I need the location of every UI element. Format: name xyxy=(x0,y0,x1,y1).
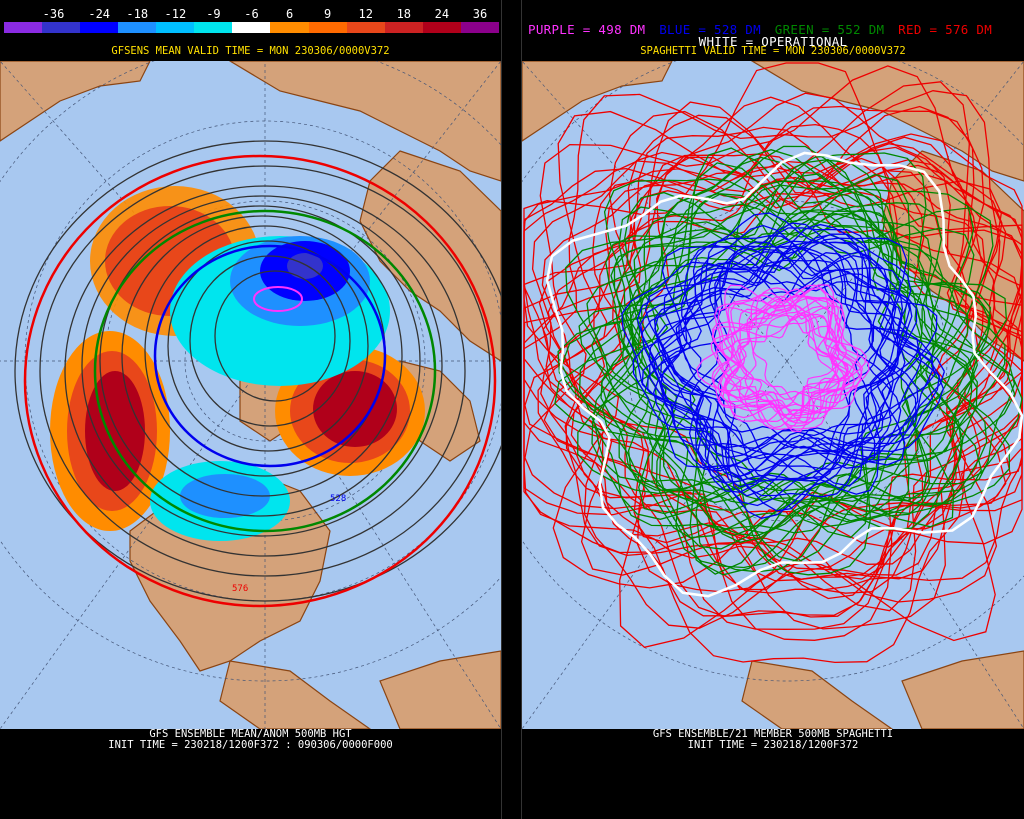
colorbar-swatch xyxy=(270,22,309,33)
spaghetti-member-contour xyxy=(662,248,946,495)
spaghetti-member-contour xyxy=(628,217,934,504)
spaghetti-member-contour xyxy=(641,223,938,497)
spaghetti-member-contour xyxy=(660,224,906,449)
colorbar-label: -24 xyxy=(88,7,111,21)
spaghetti-member-contour xyxy=(689,265,911,469)
legend-purple: PURPLE = 498 DM xyxy=(528,22,646,37)
colorbar-swatch xyxy=(232,22,271,33)
spaghetti-member-contour xyxy=(605,158,992,528)
legend-white: WHITE = OPERATIONAL xyxy=(698,34,848,49)
spaghetti-member-contour xyxy=(632,245,922,512)
spaghetti-member-contour xyxy=(727,311,849,427)
mean-valid-time: GFSENS MEAN VALID TIME = MON 230306/0000… xyxy=(111,45,390,57)
colorbar-swatch xyxy=(384,22,423,33)
spaghetti-member-contour xyxy=(541,159,1023,594)
spaghetti-contours xyxy=(523,62,1024,664)
spaghetti-member-contour xyxy=(592,149,1016,537)
anomaly-colorbar xyxy=(4,22,499,33)
colorbar-label: -9 xyxy=(206,7,221,21)
colorbar-label: -12 xyxy=(164,7,187,21)
colorbar-label: -36 xyxy=(42,7,65,21)
spaghetti-member-contour xyxy=(621,233,912,498)
spaghetti-member-contour xyxy=(653,212,934,472)
spaghetti-member-contour xyxy=(694,267,902,459)
mean-footer-init: INIT TIME = 230218/1200F372 : 090306/000… xyxy=(108,739,393,751)
legend-red: RED = 576 DM xyxy=(898,22,993,37)
mean-footer-title: GFS ENSEMBLE MEAN/ANOM 500MB HGT xyxy=(149,728,352,740)
colorbar-label: 9 xyxy=(324,7,332,21)
spaghetti-member-contour xyxy=(523,62,1023,603)
spaghetti-member-contour xyxy=(737,314,850,423)
spaghetti-member-contour xyxy=(715,297,841,420)
spaghetti-member-contour xyxy=(711,298,840,414)
spaghetti-member-contour xyxy=(577,173,1016,576)
spaghetti-member-contour xyxy=(542,156,1010,548)
spaghetti-member-contour xyxy=(663,262,918,482)
spaghetti-footer: GFS ENSEMBLE/21 MEMBER 500MB SPAGHETTI I… xyxy=(522,729,1024,819)
anomaly-shading xyxy=(50,186,425,541)
spaghetti-member-contour xyxy=(724,297,870,430)
colorbar-label: 12 xyxy=(358,7,373,21)
spaghetti-member-contour xyxy=(641,240,944,519)
spaghetti-member-contour xyxy=(648,222,895,449)
ensemble-mean-map: 528 576 xyxy=(0,61,501,729)
spaghetti-member-contour xyxy=(714,295,847,419)
spaghetti-member-contour xyxy=(545,151,1024,598)
panel-divider xyxy=(501,0,522,819)
colorbar-swatch xyxy=(194,22,233,33)
spaghetti-panel: PURPLE = 498 DM BLUE = 528 DM GREEN = 55… xyxy=(522,0,1024,819)
spaghetti-member-contour xyxy=(647,247,908,488)
spaghetti-valid-time: SPAGHETTI VALID TIME = MON 230306/0000V3… xyxy=(640,45,906,57)
contour-576 xyxy=(23,154,497,608)
spaghetti-member-contour xyxy=(744,315,855,417)
contour-label-576: 576 xyxy=(232,584,248,594)
colorbar-label: 36 xyxy=(472,7,488,21)
spaghetti-footer-init: INIT TIME = 230218/1200F372 xyxy=(687,739,859,751)
colorbar-swatch xyxy=(42,22,81,33)
colorbar-swatch xyxy=(118,22,157,33)
colorbar-swatch xyxy=(460,22,499,33)
colorbar-label: 18 xyxy=(396,7,412,21)
colorbar-swatch xyxy=(308,22,347,33)
contour-528 xyxy=(153,244,387,468)
spaghetti-member-contour xyxy=(713,288,847,416)
colorbar-label: 24 xyxy=(434,7,450,21)
spaghetti-legend: PURPLE = 498 DM BLUE = 528 DM GREEN = 55… xyxy=(528,22,998,37)
spaghetti-member-contour xyxy=(719,287,867,424)
spaghetti-member-contour xyxy=(523,92,1023,591)
contour-552 xyxy=(93,209,437,533)
spaghetti-member-contour xyxy=(537,153,1022,600)
mean-footer: GFS ENSEMBLE MEAN/ANOM 500MB HGT INIT TI… xyxy=(0,729,501,819)
colorbar-swatch xyxy=(156,22,195,33)
colorbar-label: -18 xyxy=(126,7,149,21)
contour-label-528: 528 xyxy=(330,494,346,504)
colorbar-swatch xyxy=(422,22,461,33)
spaghetti-member-contour xyxy=(565,171,986,565)
spaghetti-member-contour xyxy=(660,252,920,478)
colorbar-labels: -36-24-18-12-9-6691218243648 xyxy=(4,7,526,21)
contour-498 xyxy=(253,286,303,312)
colorbar-label: -6 xyxy=(244,7,259,21)
spaghetti-member-contour xyxy=(543,123,1023,591)
colorbar-swatch xyxy=(80,22,119,33)
colorbar-swatch xyxy=(346,22,385,33)
spaghetti-footer-title: GFS ENSEMBLE/21 MEMBER 500MB SPAGHETTI xyxy=(652,728,894,740)
spaghetti-map xyxy=(522,61,1024,729)
colorbar-label: 6 xyxy=(285,7,294,21)
spaghetti-member-contour xyxy=(631,193,991,534)
ensemble-mean-panel: -36-24-18-12-9-6691218243648 GFSENS MEAN… xyxy=(0,0,526,819)
legend-green: GREEN = 552 DM xyxy=(774,22,885,37)
legend-blue: BLUE = 528 DM xyxy=(659,22,761,37)
spaghetti-member-contour xyxy=(523,65,1023,630)
spaghetti-member-contour xyxy=(554,159,1008,575)
colorbar-swatch xyxy=(4,22,43,33)
spaghetti-member-contour xyxy=(586,184,975,543)
spaghetti-member-contour xyxy=(600,200,969,537)
